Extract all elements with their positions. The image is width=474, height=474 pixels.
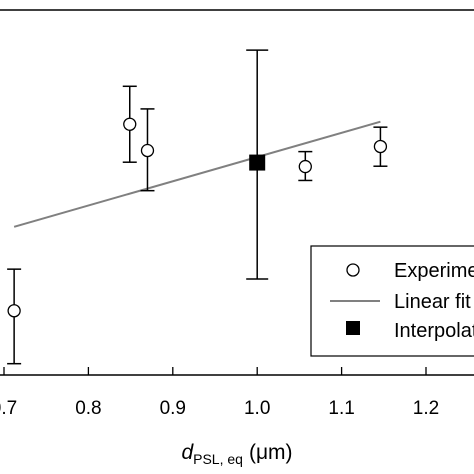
x-tick-label-1: 0.8: [75, 398, 101, 419]
x-ticks: 0.7 0.8 0.9 1.0 1.1 1.2: [0, 367, 439, 419]
x-axis-label: dPSL, eq (μm): [181, 441, 292, 467]
x-tick-label-0: 0.7: [0, 398, 17, 419]
x-axis-label-main: d: [181, 441, 194, 464]
legend-label-interpolated: Interpolated: [394, 320, 474, 342]
experimental-4-point: [373, 139, 388, 154]
x-axis-label-unit: (μm): [249, 441, 293, 464]
x-tick-label-2: 0.9: [160, 398, 186, 419]
x-tick-label-3: 1.0: [244, 398, 270, 419]
legend-label-linear: Linear fit: [394, 291, 471, 313]
experimental-3-point: [298, 159, 312, 174]
experimental-2-point: [140, 143, 155, 158]
x-axis-label-subscript: PSL, eq: [193, 451, 243, 467]
experimental-0-point: [7, 304, 21, 318]
legend-label-experimental: Experimental: [394, 260, 474, 282]
linear-fit-line: [13, 120, 381, 228]
legend-open-circle-icon: [346, 263, 360, 277]
legend: Experimental Linear fit Interpolated: [310, 245, 474, 357]
linear-fit-layer: [13, 120, 381, 228]
interpolated-0-point: [249, 154, 266, 171]
experimental-1-point: [123, 117, 137, 131]
data-points-layer: [7, 49, 388, 365]
x-tick-label-4: 1.1: [328, 398, 354, 419]
legend-filled-square-icon: [346, 321, 360, 335]
x-tick-label-5: 1.2: [413, 398, 439, 419]
